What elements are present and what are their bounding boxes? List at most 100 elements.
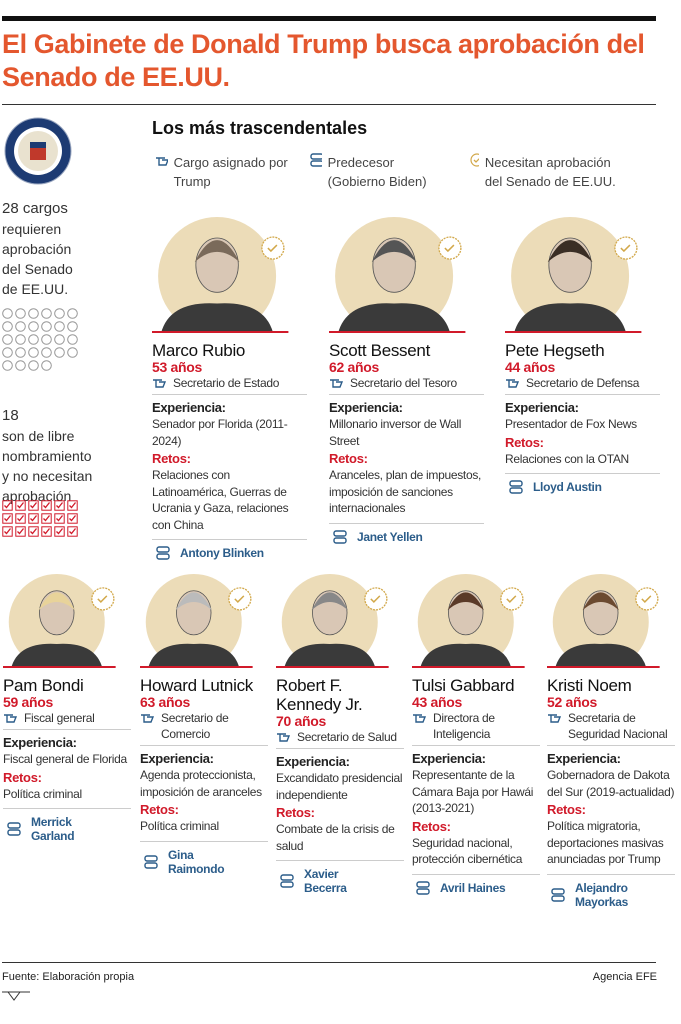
person-card: Tulsi Gabbard 43 años Directora de Intelig… [412, 572, 540, 895]
seat-circle [15, 321, 26, 332]
seat-circle [2, 347, 13, 358]
free-box [28, 513, 39, 524]
person-name: Tulsi Gabbard [412, 676, 515, 695]
free-box [67, 500, 78, 511]
free-box [54, 526, 65, 537]
portrait-hair [38, 592, 75, 611]
person-name: Pete Hegseth [505, 341, 605, 360]
seat-circle [54, 321, 65, 332]
experience-text: Excandidato presidencial independiente [276, 771, 403, 802]
seat-icon [67, 334, 78, 345]
predecessor: Antony Blinken [152, 546, 307, 560]
icon-bottom [333, 536, 347, 544]
seat-icon [28, 347, 39, 358]
seat-icon [2, 360, 13, 371]
free-check [56, 528, 64, 535]
seat-circle [15, 360, 26, 371]
seat-icon [67, 347, 78, 358]
experience-text: Gobernadora de Dakota del Sur (2019-actu… [547, 768, 675, 799]
seat-circle [15, 347, 26, 358]
free-icon [41, 526, 52, 537]
seat-icon [67, 321, 78, 332]
approval-check [267, 244, 278, 253]
seat-icon [2, 321, 13, 332]
free-check [4, 502, 12, 509]
free-box [67, 513, 78, 524]
check-icon [470, 153, 479, 167]
rule [2, 962, 656, 963]
seat-circle [67, 308, 78, 319]
senate-seal [4, 117, 72, 185]
predecessor: Avril Haines [412, 881, 540, 895]
free-check [17, 502, 25, 509]
seat-circle [2, 334, 13, 345]
experience-text: Representante de la Cámara Baja por Hawá… [412, 768, 534, 815]
icon-bottom [551, 894, 565, 902]
free-icon [67, 526, 78, 537]
seat-icon [41, 360, 52, 371]
free-icon [2, 513, 13, 524]
role-text: Secretario de Salud [297, 730, 397, 744]
seat-circle [54, 334, 65, 345]
challenges-text: Seguridad nacional, protección cibernéti… [412, 835, 540, 875]
predecessor: Merrick Garland [3, 815, 131, 843]
approval-check [506, 595, 517, 603]
predecessor: Lloyd Austin [505, 480, 660, 494]
challenges-label: Retos: [276, 805, 315, 820]
seat-icon [54, 308, 65, 319]
person-card: Pete Hegseth 44 años Secretario de Defensa… [505, 215, 660, 494]
portrait-body [148, 643, 240, 668]
portrait-rule [412, 666, 525, 668]
person-role: Secretario de Defensa [505, 375, 660, 395]
person-card: Robert F. Kennedy Jr. 70 años Secretario d… [276, 572, 404, 895]
icon-bottom [509, 487, 523, 494]
experience-text: Fiscal general de Florida [3, 752, 127, 766]
challenges-text: Aranceles, plan de impuestos, imposición… [329, 467, 484, 524]
free-check [43, 502, 51, 509]
free-check [69, 515, 77, 522]
source: Fuente: Elaboración propia [2, 971, 135, 983]
seat-circle [2, 360, 13, 371]
seat-icon [28, 360, 39, 371]
portrait-body [11, 643, 103, 668]
person-age: 62 años [329, 359, 380, 375]
seat-icon [28, 308, 39, 319]
predecessor-icon [156, 546, 170, 560]
experience-text: Presentador de Fox News [505, 417, 637, 431]
predecessor: Gina Raimondo [140, 848, 268, 876]
free-box [41, 500, 52, 511]
seat-circle [41, 308, 52, 319]
seat-icon [28, 321, 39, 332]
legend-item: Predecesor (Gobierno Biden) [310, 153, 450, 191]
person-role: Secretario de Comercio [140, 710, 268, 746]
challenges-text: Política criminal [3, 786, 131, 809]
free-icon [54, 526, 65, 537]
person-age: 43 años [412, 694, 463, 710]
rule [2, 104, 656, 105]
portrait [3, 574, 116, 670]
approval-check [97, 595, 108, 603]
free-icon [15, 500, 26, 511]
legend-item: Necesitan aprobación del Senado de EE.UU… [470, 153, 630, 191]
hand-shape [4, 714, 18, 723]
hand-shape [153, 379, 167, 388]
icon-top [7, 822, 21, 829]
icon-bottom [416, 887, 430, 895]
experience-label: Experiencia: [276, 754, 350, 769]
free-box [28, 500, 39, 511]
portrait-hair [582, 592, 619, 611]
icon-bottom [280, 881, 294, 888]
predecessor-name: Gina Raimondo [168, 847, 225, 876]
experience-label: Experiencia: [505, 400, 579, 415]
predecessor-icon [551, 887, 565, 902]
portrait [547, 574, 660, 670]
seat-circle [54, 347, 65, 358]
seat-circle [41, 321, 52, 332]
free-check [69, 502, 77, 509]
approval-check [234, 595, 245, 603]
portrait-rule [140, 666, 253, 668]
free-check [30, 515, 38, 522]
role-text: Secretario de Estado [173, 376, 280, 390]
free-box [15, 526, 26, 537]
